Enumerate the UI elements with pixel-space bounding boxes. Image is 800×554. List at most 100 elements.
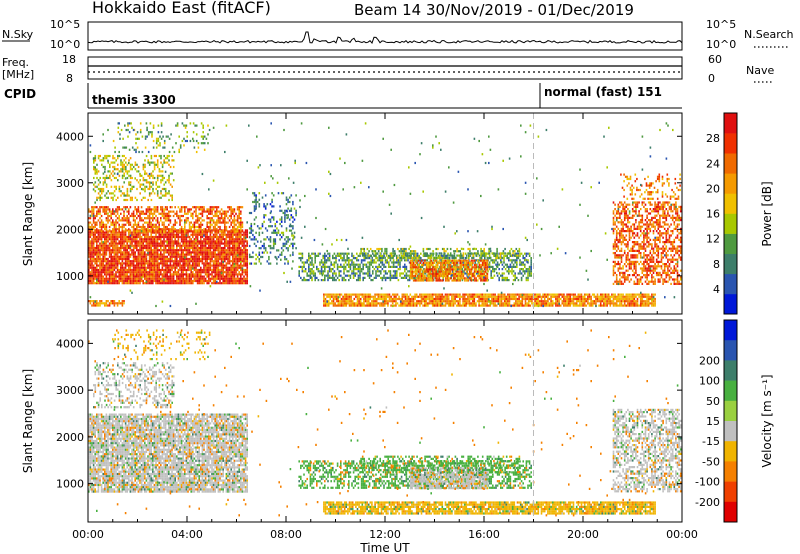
power-cell — [190, 251, 192, 254]
power-cell — [152, 257, 154, 261]
power-cell — [444, 268, 446, 271]
power-cell — [443, 275, 445, 278]
power-cell — [236, 260, 239, 263]
power-cell — [488, 265, 491, 268]
power-cell — [97, 255, 100, 258]
power-cell — [161, 214, 164, 218]
power-cell — [152, 235, 154, 239]
power-cell — [516, 257, 518, 260]
power-cell — [112, 251, 114, 254]
power-cell — [389, 270, 392, 273]
power-cell — [253, 194, 256, 197]
power-cell — [220, 208, 223, 211]
power-cell — [219, 212, 221, 215]
power-cell — [235, 231, 237, 234]
power-cell — [105, 268, 108, 272]
power-cell — [112, 255, 114, 258]
power-cell — [351, 254, 353, 257]
power-cell — [184, 225, 186, 229]
power-cell — [92, 206, 95, 209]
power-cell — [383, 252, 385, 255]
power-cell — [211, 271, 213, 274]
power-cell — [330, 270, 332, 273]
power-cell — [238, 273, 240, 276]
power-cell — [322, 261, 324, 264]
power-cell — [97, 233, 100, 236]
power-cell — [153, 235, 156, 239]
power-cell — [168, 242, 170, 245]
power-cell — [433, 266, 436, 269]
power-cell — [156, 242, 159, 245]
power-cell — [233, 210, 236, 213]
power-cell — [138, 137, 140, 140]
power-cell — [124, 223, 127, 226]
power-cell — [381, 279, 384, 282]
power-cell — [171, 253, 173, 256]
power-cell — [449, 270, 452, 273]
power-cell — [225, 262, 228, 265]
power-cell — [113, 165, 116, 169]
power-cell — [123, 253, 125, 256]
power-cell — [149, 122, 152, 125]
power-cell — [194, 124, 196, 127]
power-cell — [131, 146, 134, 149]
power-cell — [230, 275, 232, 278]
power-cell — [217, 249, 220, 252]
power-cell — [91, 210, 93, 213]
power-cell — [256, 240, 259, 243]
power-cell — [99, 257, 101, 261]
power-cell — [169, 253, 172, 256]
power-cell — [434, 276, 436, 279]
power-cell — [230, 230, 232, 233]
power-cell — [89, 255, 92, 258]
power-cell — [142, 210, 144, 213]
power-cell — [233, 273, 236, 276]
power-cell — [198, 282, 200, 285]
power-cell — [163, 242, 165, 245]
power-cell — [140, 255, 143, 258]
power-cell — [172, 279, 175, 283]
power-cell — [118, 231, 120, 234]
power-cell — [220, 257, 223, 261]
power-cell — [91, 260, 93, 263]
power-cell — [209, 208, 212, 211]
power-cell — [100, 242, 103, 245]
power-cell — [206, 279, 208, 283]
power-cell — [258, 198, 261, 201]
power-cell — [373, 259, 376, 262]
power-cell — [128, 240, 130, 243]
power-cell — [153, 273, 156, 276]
power-cell — [240, 251, 242, 254]
power-cell — [92, 264, 95, 267]
power-cell — [222, 277, 224, 280]
power-cell — [238, 246, 240, 250]
power-cell — [166, 275, 168, 278]
power-cell — [232, 262, 234, 265]
power-cell — [120, 163, 122, 166]
power-cell — [92, 266, 95, 269]
power-cell — [168, 235, 170, 239]
power-cell — [172, 228, 175, 231]
power-cell — [102, 221, 104, 224]
power-cell — [196, 275, 199, 278]
power-cell — [112, 230, 114, 233]
power-cell — [336, 268, 339, 271]
power-cell — [96, 266, 98, 269]
power-cell — [150, 271, 152, 274]
power-cell — [164, 192, 167, 195]
power-cell — [203, 264, 205, 267]
power-cell — [200, 277, 202, 280]
power-cell — [183, 137, 185, 140]
power-cell — [117, 168, 119, 171]
power-cell — [96, 271, 98, 274]
power-cell — [240, 277, 242, 280]
power-cell — [148, 183, 151, 186]
power-cell — [164, 181, 167, 184]
power-cell — [244, 262, 247, 265]
power-cell — [195, 246, 197, 250]
power-cell — [280, 220, 283, 223]
power-cell — [212, 262, 215, 265]
power-cell — [115, 219, 117, 222]
power-cell — [436, 261, 438, 264]
power-cell — [184, 230, 186, 233]
